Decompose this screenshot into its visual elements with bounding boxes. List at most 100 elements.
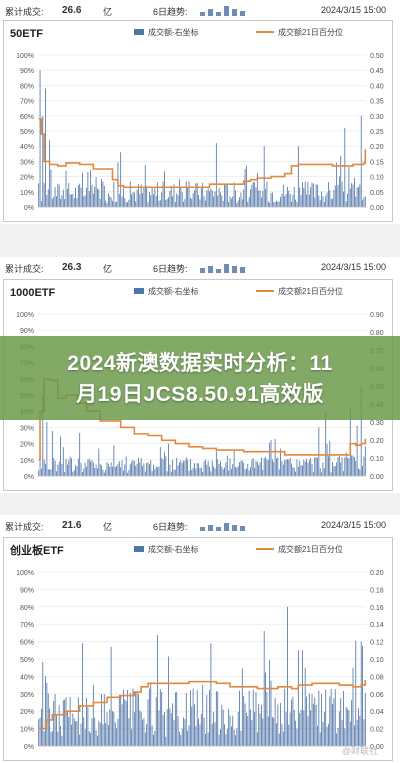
volume-bar [252,458,254,476]
volume-bar [199,467,201,476]
volume-bar [276,723,277,746]
volume-bar [157,634,158,746]
volume-bar [312,472,314,476]
left-tick-label: 80% [20,605,34,612]
headline-text: 2024新澳数据实时分析：11 月19日JCS8.50.91高效版 [0,348,400,410]
volume-bar [41,468,42,476]
volume-bar [326,443,328,476]
volume-bar [177,195,179,207]
right-tick-label: 0.80 [370,330,384,337]
volume-bar [198,463,199,476]
volume-bar [155,466,157,476]
volume-bar [136,691,138,746]
chart-svg: 50ETF 成交额-右坐标 成交额21日百分位 0% 10% 20% 30% 40% 50% 60… [10,27,384,212]
volume-bar [302,650,303,746]
volume-bar [194,463,195,476]
volume-bar [123,470,124,476]
left-tick-label: 90% [20,587,34,594]
volume-bar [289,193,291,207]
volume-bar [170,185,172,207]
volume-bar [195,468,197,476]
volume-bar [46,194,48,207]
volume-bar [250,709,251,746]
volume-bar [73,718,75,746]
volume-bar [304,461,306,476]
volume-bar [318,690,320,746]
volume-bar [323,468,325,476]
left-tick-label: 90% [20,328,34,335]
volume-bar [56,471,57,476]
volume-bar [124,464,126,476]
volume-bar [153,464,154,476]
volume-bar [71,724,72,746]
volume-bar [281,461,283,476]
volume-bar [334,466,336,476]
volume-bar [75,721,76,746]
volume-bar [196,183,198,207]
volume-bar [69,696,71,746]
trend-minibar [224,523,229,531]
left-tick-label: 40% [20,674,34,681]
volume-bar [349,407,351,476]
volume-bar [280,448,281,476]
volume-bar [120,697,122,746]
volume-bar [315,704,317,746]
volume-bar [243,696,245,746]
volume-bar [124,198,126,207]
volume-bar [192,193,194,207]
volume-bar [185,693,187,746]
volume-bar [299,460,301,476]
volume-bar [262,190,264,207]
volume-bar [252,182,254,207]
volume-bar [159,689,161,746]
right-tick-label: 0.30 [370,420,384,427]
volume-bar [363,456,365,476]
volume-bar [248,197,250,207]
volume-bar [129,181,131,207]
volume-bar [304,667,306,746]
volume-bar [205,459,206,476]
volume-bar [251,184,253,207]
volume-bar [225,462,227,476]
volume-bar [188,725,190,746]
cumulative-value: 26.3 [62,262,82,273]
volume-bar [198,718,199,746]
volume-bar [76,198,78,207]
volume-bar [282,464,284,476]
volume-bar [86,697,87,746]
volume-bar [233,182,235,207]
volume-bar [362,466,363,476]
volume-bar [230,468,232,476]
volume-bar [314,457,316,476]
percentile-line [38,679,367,730]
volume-bar [87,459,89,476]
volume-bar [151,186,153,207]
volume-bar [136,189,138,207]
right-tick-label: 0.14 [370,622,384,629]
volume-bar [345,201,347,207]
volume-bar [135,465,137,476]
volume-bar [213,196,215,207]
volume-bar [218,187,220,207]
volume-bar [240,460,242,476]
volume-bar [278,201,280,207]
volume-bar [240,192,242,207]
volume-bar [203,461,205,476]
volume-bar [221,195,223,207]
volume-bar [166,198,168,207]
volume-bar [90,461,92,476]
volume-bar [199,724,201,746]
volume-bar [147,202,149,207]
left-tick-label: 0% [24,744,34,751]
volume-bar [337,456,339,476]
volume-bar [189,197,191,207]
volume-bar [188,470,190,476]
volume-bar [101,465,102,476]
volume-bar [154,731,156,746]
left-tick-label: 10% [20,190,34,197]
volume-bar [289,457,291,476]
volume-bar [162,459,164,476]
volume-bar [54,460,56,476]
volume-bar [224,467,225,476]
left-tick-label: 70% [20,99,34,106]
